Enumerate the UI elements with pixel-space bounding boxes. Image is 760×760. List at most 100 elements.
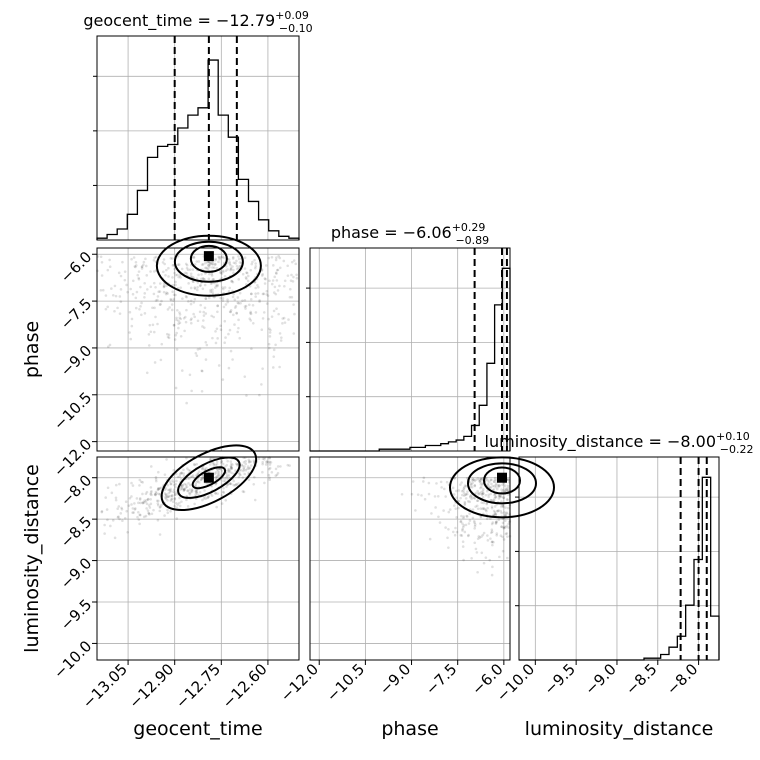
- sample-point: [489, 492, 492, 496]
- sample-point: [169, 499, 173, 502]
- sample-point: [181, 484, 184, 488]
- sample-point: [463, 500, 467, 504]
- sample-point: [262, 311, 266, 314]
- sample-point: [271, 366, 275, 369]
- sample-point: [108, 258, 111, 262]
- sample-point: [253, 498, 257, 502]
- sample-point: [226, 300, 230, 304]
- sample-point: [105, 508, 109, 511]
- sample-point: [215, 462, 219, 466]
- sample-point: [469, 485, 472, 489]
- sample-point: [195, 480, 198, 484]
- sample-point: [178, 274, 182, 277]
- sample-point: [147, 512, 151, 515]
- sample-point: [226, 298, 229, 301]
- sample-point: [192, 463, 196, 466]
- sample-point: [198, 284, 202, 288]
- sample-point: [166, 511, 170, 515]
- sample-point: [205, 482, 209, 485]
- sample-point: [261, 272, 264, 276]
- sample-point: [155, 492, 158, 495]
- sample-point: [230, 466, 233, 470]
- sample-point: [205, 343, 209, 347]
- sample-point: [503, 489, 507, 493]
- sample-point: [128, 310, 132, 314]
- sample-point: [100, 510, 104, 514]
- x-tick-label: −9.5: [540, 660, 578, 698]
- sample-point: [274, 343, 277, 347]
- sample-point: [197, 470, 201, 473]
- sample-point: [188, 491, 191, 495]
- sample-point: [182, 474, 186, 478]
- sample-point: [199, 283, 202, 287]
- sample-point: [224, 303, 228, 306]
- sample-point: [170, 303, 174, 306]
- sample-point: [209, 457, 213, 460]
- sample-point: [214, 470, 218, 474]
- sample-point: [275, 268, 279, 272]
- sample-point: [139, 513, 142, 517]
- sample-point: [143, 499, 146, 502]
- sample-point: [169, 489, 173, 492]
- sample-point: [100, 509, 104, 513]
- sample-point: [117, 271, 121, 275]
- sample-point: [275, 272, 278, 275]
- sample-point: [267, 256, 271, 260]
- sample-point: [241, 272, 245, 276]
- sample-point: [209, 290, 212, 294]
- sample-point: [219, 324, 222, 328]
- sample-point: [221, 287, 225, 291]
- sample-point: [138, 478, 142, 482]
- sample-point: [490, 573, 494, 577]
- sample-point: [137, 277, 141, 281]
- sample-point: [215, 266, 219, 270]
- sample-point: [166, 499, 169, 502]
- sample-point: [258, 299, 261, 302]
- sample-point: [142, 260, 146, 264]
- sample-point: [246, 465, 250, 468]
- sample-point: [480, 478, 483, 481]
- sample-point: [505, 532, 509, 535]
- sample-point: [141, 501, 144, 504]
- sample-point: [183, 329, 186, 333]
- sample-point: [142, 501, 146, 504]
- sample-point: [427, 481, 431, 485]
- sample-point: [491, 499, 495, 502]
- sample-point: [147, 344, 151, 347]
- sample-point: [164, 493, 168, 497]
- sample-point: [478, 478, 481, 481]
- sample-point: [493, 493, 496, 497]
- sample-point: [149, 497, 152, 501]
- sample-point: [193, 315, 196, 319]
- sample-point: [229, 349, 233, 353]
- sample-point: [453, 476, 457, 480]
- sample-point: [490, 499, 493, 502]
- hist-panel-geocent_time: [93, 35, 300, 241]
- sample-point: [492, 509, 496, 513]
- sample-point: [132, 256, 136, 259]
- sample-point: [181, 297, 184, 300]
- sample-point: [145, 507, 148, 510]
- sample-point: [277, 254, 280, 258]
- sample-point: [194, 491, 198, 494]
- sample-point: [180, 485, 183, 489]
- sample-point: [211, 288, 214, 291]
- sample-point: [470, 495, 474, 499]
- density-peak: [203, 472, 214, 483]
- sample-point: [207, 495, 211, 498]
- sample-point: [283, 284, 286, 288]
- sample-point: [155, 499, 159, 503]
- sample-point: [106, 518, 109, 522]
- sample-point: [272, 264, 275, 267]
- sample-point: [427, 492, 431, 496]
- sample-point: [198, 347, 202, 351]
- sample-point: [227, 332, 230, 336]
- sample-point: [160, 342, 164, 346]
- sample-point: [149, 492, 152, 496]
- sample-point: [139, 305, 142, 308]
- sample-point: [170, 497, 174, 500]
- sample-point: [454, 507, 458, 510]
- sample-point: [153, 361, 157, 364]
- density-contour: [173, 240, 244, 283]
- sample-point: [175, 348, 179, 351]
